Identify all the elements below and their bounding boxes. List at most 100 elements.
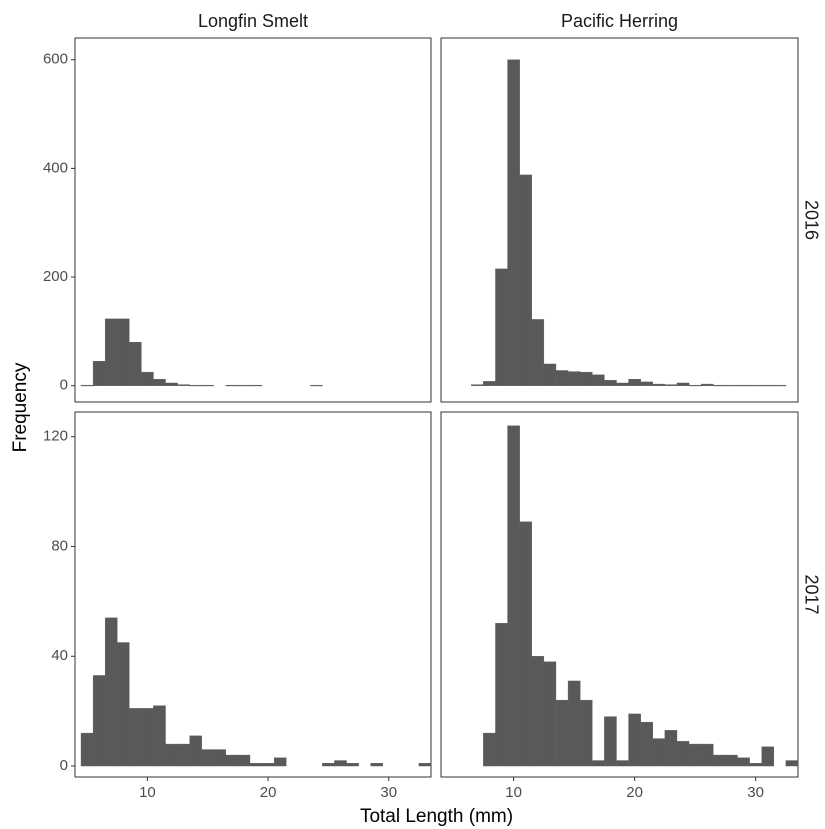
histogram-bar	[310, 384, 323, 387]
y-tick-label: 400	[43, 159, 68, 176]
histogram-bar	[104, 318, 118, 386]
y-tick-label: 120	[43, 428, 68, 445]
histogram-bar	[92, 675, 106, 767]
histogram-bar	[141, 708, 154, 767]
histogram-bar	[261, 763, 275, 767]
histogram-bar	[129, 342, 142, 386]
histogram-bar	[713, 754, 726, 767]
y-tick-label: 0	[60, 377, 68, 394]
histogram-bar	[592, 374, 605, 386]
histogram-bar	[761, 746, 774, 767]
x-tick-label: 10	[139, 784, 156, 801]
histogram-bar	[483, 381, 496, 386]
histogram-bar	[749, 384, 762, 387]
y-tick-label: 40	[51, 647, 68, 664]
x-tick-label: 30	[380, 784, 397, 801]
histogram-bar	[579, 699, 593, 767]
histogram-bar	[129, 708, 142, 767]
histogram-bar	[334, 760, 347, 767]
histogram-bar	[749, 763, 762, 767]
x-tick-label: 10	[505, 784, 522, 801]
histogram-bar	[676, 741, 690, 767]
histogram-bar	[225, 754, 239, 767]
histogram-bar	[761, 384, 774, 387]
histogram-bar	[141, 371, 154, 386]
histogram-bar	[117, 642, 130, 767]
y-tick-label: 200	[43, 268, 68, 285]
histogram-bar	[604, 380, 617, 386]
histogram-bar	[249, 763, 263, 767]
y-axis-title: Frequency	[10, 362, 31, 452]
histogram-bar	[737, 384, 750, 387]
histogram-bar	[531, 319, 545, 386]
histogram-bar	[165, 743, 178, 767]
histogram-bar	[153, 705, 166, 767]
histogram-bar	[664, 384, 678, 386]
histogram-bar	[225, 384, 239, 387]
histogram-bar	[579, 371, 593, 386]
histogram-bar	[165, 382, 178, 386]
strip-label-2017: 2017	[801, 574, 821, 614]
histogram-bar	[652, 383, 666, 386]
histogram-bar	[80, 384, 94, 387]
histogram-bar	[418, 763, 432, 767]
histogram-bar	[153, 378, 166, 386]
panel-pacific-herring-2016-frame	[440, 37, 799, 403]
panel-longfin-smelt-2016: 0 200 400 600	[43, 37, 432, 403]
histogram-bar	[737, 757, 750, 767]
histogram-bar	[471, 384, 484, 386]
y-tick-label: 80	[51, 537, 68, 554]
histogram-bar	[237, 754, 251, 767]
histogram-bar	[616, 382, 629, 386]
y-tick-label: 0	[60, 757, 68, 774]
histogram-bar	[604, 716, 617, 767]
histogram-bar	[725, 754, 738, 767]
histogram-bar	[543, 661, 557, 767]
histogram-bar	[616, 760, 629, 767]
histogram-bar	[664, 730, 678, 767]
histogram-bar	[483, 732, 496, 767]
histogram-bar	[177, 384, 190, 386]
histogram-bar	[273, 757, 287, 767]
histogram-bar	[640, 381, 653, 386]
histogram-bar	[785, 760, 799, 767]
strip-label-2016: 2016	[801, 200, 821, 240]
histogram-bar	[495, 623, 508, 767]
histogram-bar	[676, 382, 690, 386]
histogram-bar	[725, 384, 738, 387]
histogram-bar	[507, 425, 520, 767]
x-tick-label: 20	[260, 784, 277, 801]
histogram-bar	[189, 735, 202, 767]
strip-label-longfin-smelt: Longfin Smelt	[198, 11, 308, 31]
histogram-bar	[531, 656, 545, 767]
histogram-bar	[177, 743, 190, 767]
panel-longfin-smelt-2016-frame	[74, 37, 432, 403]
histogram-bar	[346, 763, 359, 767]
histogram-bar	[555, 699, 569, 767]
histogram-bar	[688, 743, 702, 767]
histogram-bar	[80, 732, 94, 767]
histogram-bar	[543, 363, 557, 386]
histogram-bar	[201, 384, 214, 387]
strip-label-pacific-herring: Pacific Herring	[561, 11, 678, 31]
panel-pacific-herring-2017: 10 20 30	[440, 411, 799, 801]
histogram-bar	[567, 371, 581, 386]
histogram-bar	[201, 749, 214, 767]
x-axis-title: Total Length (mm)	[360, 806, 513, 827]
histogram-bar	[189, 384, 202, 387]
histogram-bar	[592, 760, 605, 767]
histogram-bar	[370, 763, 383, 767]
histogram-bar	[567, 680, 581, 767]
histogram-bar	[495, 268, 508, 386]
panels: 0 200 400 600 0 40 80 120 10 20 30 10 20 30	[43, 37, 799, 801]
x-tick-label: 30	[747, 784, 764, 801]
histogram-bar	[773, 384, 787, 387]
panel-pacific-herring-2016	[440, 37, 799, 403]
y-tick-label: 600	[43, 51, 68, 68]
histogram-bar	[507, 59, 520, 386]
histogram-bar	[700, 743, 714, 767]
histogram-bar	[213, 749, 227, 767]
histogram-bar	[628, 713, 641, 767]
histogram-bar	[713, 384, 726, 387]
